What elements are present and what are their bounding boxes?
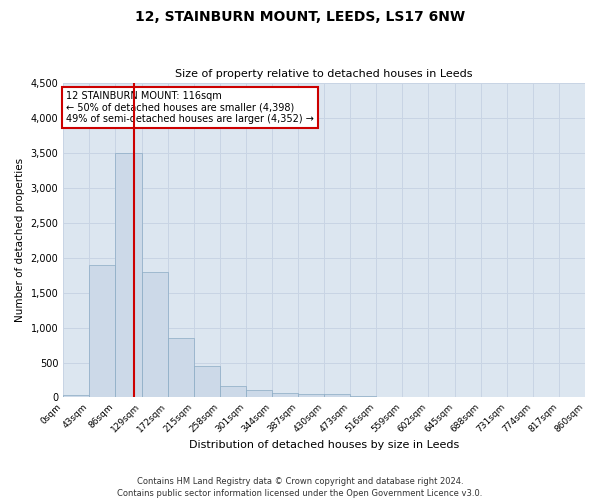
Bar	[142, 272, 167, 398]
Bar	[89, 264, 115, 398]
Bar	[246, 390, 272, 398]
Bar	[350, 396, 376, 398]
Bar	[194, 366, 220, 398]
Bar	[324, 394, 350, 398]
X-axis label: Distribution of detached houses by size in Leeds: Distribution of detached houses by size …	[189, 440, 459, 450]
Text: 12, STAINBURN MOUNT, LEEDS, LS17 6NW: 12, STAINBURN MOUNT, LEEDS, LS17 6NW	[135, 10, 465, 24]
Bar	[167, 338, 194, 398]
Y-axis label: Number of detached properties: Number of detached properties	[15, 158, 25, 322]
Bar	[403, 397, 428, 398]
Bar	[376, 397, 403, 398]
Bar	[115, 152, 142, 398]
Text: 12 STAINBURN MOUNT: 116sqm
← 50% of detached houses are smaller (4,398)
49% of s: 12 STAINBURN MOUNT: 116sqm ← 50% of deta…	[67, 91, 314, 124]
Bar	[220, 386, 246, 398]
Text: Contains HM Land Registry data © Crown copyright and database right 2024.
Contai: Contains HM Land Registry data © Crown c…	[118, 476, 482, 498]
Bar	[298, 394, 324, 398]
Title: Size of property relative to detached houses in Leeds: Size of property relative to detached ho…	[175, 69, 473, 79]
Bar	[272, 393, 298, 398]
Bar	[63, 396, 89, 398]
